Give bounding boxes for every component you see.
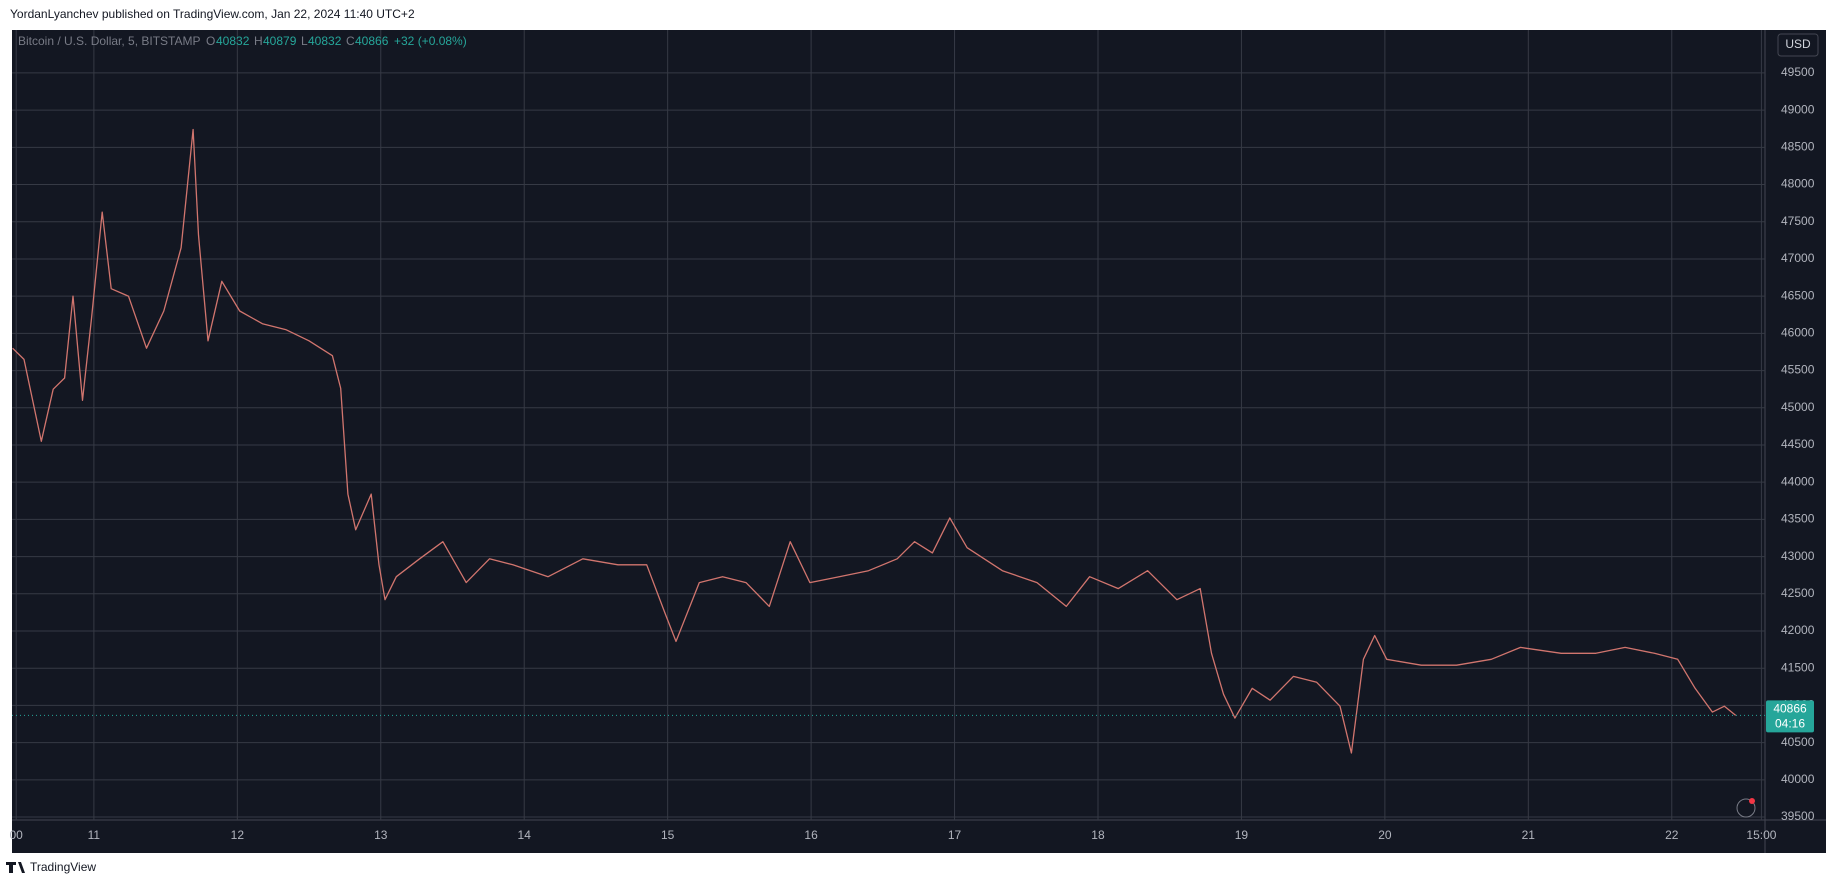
plot (12, 30, 1765, 820)
x-tick-label: 15 (661, 828, 675, 842)
x-tick-label: 12 (231, 828, 245, 842)
y-tick-label: 46000 (1781, 326, 1815, 340)
footer-brand: TradingView (30, 860, 96, 874)
y-tick-label: 49500 (1781, 65, 1815, 79)
x-tick-label: 19 (1235, 828, 1249, 842)
y-tick-label: 42500 (1781, 586, 1815, 600)
high-label: H (254, 34, 263, 48)
currency-button[interactable] (1777, 33, 1819, 57)
low-label: L (301, 34, 308, 48)
replay-icon[interactable] (1736, 798, 1756, 818)
y-tick-label: 48500 (1781, 140, 1815, 154)
x-tick-label: 16 (804, 828, 818, 842)
y-tick-label: 39500 (1781, 809, 1815, 823)
replay-dot (1749, 798, 1755, 804)
y-tick-label: 49000 (1781, 102, 1815, 116)
close-label: C (346, 34, 355, 48)
y-tick-label: 48000 (1781, 177, 1815, 191)
y-tick-label: 40000 (1781, 772, 1815, 786)
y-tick-label: 45500 (1781, 363, 1815, 377)
x-tick-label: 14 (518, 828, 532, 842)
x-tick-label: 17 (948, 828, 962, 842)
y-tick-label: 44000 (1781, 474, 1815, 488)
low-value: 40832 (308, 34, 342, 48)
y-tick-label: 43500 (1781, 512, 1815, 526)
open-label: O (206, 34, 215, 48)
price-line (12, 128, 1737, 754)
change: +32 (+0.08%) (394, 34, 467, 48)
chart-pane (12, 30, 1826, 853)
symbol: Bitcoin / U.S. Dollar, 5, BITSTAMP (18, 34, 201, 48)
last-price-box (1766, 700, 1814, 733)
x-tick-label: 20 (1378, 828, 1392, 842)
y-tick-label: 42000 (1781, 623, 1815, 637)
y-tick-label: 40500 (1781, 735, 1815, 749)
y-tick-label: 41500 (1781, 660, 1815, 674)
close-value: 40866 (355, 34, 389, 48)
open-value: 40832 (216, 34, 250, 48)
y-tick-label: 44500 (1781, 437, 1815, 451)
y-tick-label: 45000 (1781, 400, 1815, 414)
last-price-label: 40866 (1773, 702, 1807, 716)
y-tick-label: 46500 (1781, 288, 1815, 302)
x-tick-label: 11 (88, 828, 101, 842)
x-tick-label: 22 (1665, 828, 1679, 842)
x-tick-label: 13 (374, 828, 388, 842)
currency-label: USD (1785, 37, 1811, 51)
x-tick-label: 21 (1522, 828, 1536, 842)
x-tick-label: 15:00 (1746, 828, 1776, 842)
y-tick-label: 47000 (1781, 251, 1815, 265)
countdown-label: 04:16 (1775, 717, 1805, 731)
high-value: 40879 (263, 34, 297, 48)
legend: Bitcoin / U.S. Dollar, 5, BITSTAMP O 408… (18, 34, 467, 48)
y-tick-label: 47500 (1781, 214, 1815, 228)
publish-info: YordanLyanchev published on TradingView.… (10, 7, 415, 21)
tv-logo (6, 862, 25, 873)
y-tick-label: 43000 (1781, 549, 1815, 563)
x-tick-label: 00 (10, 828, 24, 842)
x-tick-label: 18 (1091, 828, 1105, 842)
